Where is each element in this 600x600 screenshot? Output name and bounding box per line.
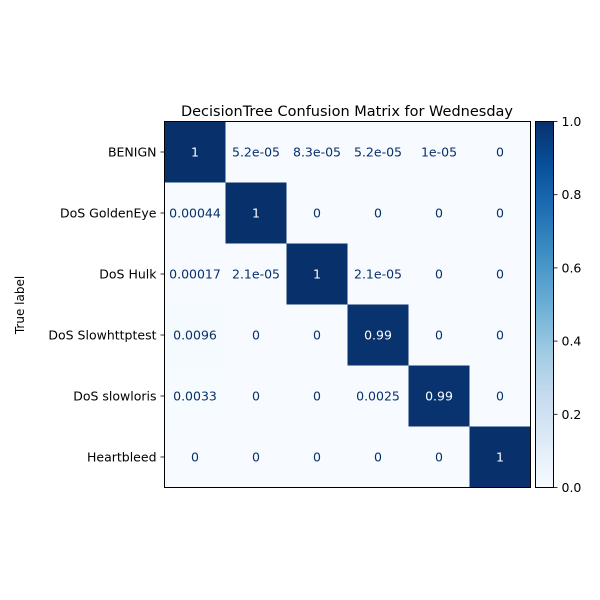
cell-value-label: 5.2e-05 [354,145,402,160]
matrix-cell [469,365,531,427]
cell-value-label: 0 [496,328,504,343]
cell-value-label: 0.00044 [169,206,221,221]
cell-value-label: 0 [252,328,260,343]
cell-value-label: 0 [313,206,321,221]
matrix-cell [469,304,531,366]
cell-value-label: 0.0096 [173,328,217,343]
cell-value-label: 1e-05 [421,145,457,160]
matrix-cell [469,121,531,183]
cell-value-label: 1 [191,145,199,160]
matrix-cell [286,304,348,366]
matrix-cell [408,426,470,488]
cell-value-label: 0 [374,206,382,221]
cell-value-label: 0 [496,145,504,160]
row-tick-label: DoS Hulk [99,267,157,282]
colorbar-tick-label: 0.2 [562,407,582,422]
colorbar-tick-label: 1.0 [562,114,582,129]
matrix-cell [347,182,409,244]
cell-value-label: 5.2e-05 [232,145,280,160]
row-tick-label: DoS GoldenEye [60,206,157,221]
matrix-cell-labels: 1 5.2e-05 8.3e-05 5.2e-05 1e-05 0 0.00044 1 0 0 0 0… [169,145,504,465]
cell-value-label: 2.1e-05 [232,267,280,282]
cell-value-label: 0 [252,389,260,404]
cell-value-label: 0.0033 [173,389,217,404]
cell-value-label: 1 [252,206,260,221]
cell-value-label: 0 [252,450,260,465]
cell-value-label: 2.1e-05 [354,267,402,282]
row-tick-labels: BENIGN DoS GoldenEye DoS Hulk DoS Slowhttpt… [48,145,165,465]
cell-value-label: 0.99 [425,389,453,404]
cell-value-label: 0 [435,328,443,343]
cell-value-label: 0 [435,450,443,465]
matrix-cell [286,365,348,427]
matrix-cell [469,243,531,305]
matrix-cell [225,365,287,427]
matrix-cell [408,304,470,366]
cell-value-label: 0 [313,389,321,404]
matrix-cell [347,304,409,366]
matrix-cells [164,121,531,488]
matrix-cell [164,121,226,183]
matrix-cell [164,365,226,427]
matrix-cell [225,426,287,488]
matrix-cell [164,304,226,366]
cell-value-label: 0.99 [364,328,392,343]
matrix-cell [286,121,348,183]
matrix-cell [164,426,226,488]
colorbar [535,121,554,488]
matrix-cell [164,243,226,305]
plot-frame [164,121,531,488]
cell-value-label: 0 [313,328,321,343]
cell-value-label: 0 [496,206,504,221]
matrix-cell [347,121,409,183]
row-tick-label: BENIGN [108,145,157,160]
cell-value-label: 0 [374,450,382,465]
cell-value-label: 0.0025 [356,389,400,404]
cell-value-label: 0 [496,267,504,282]
row-tick-label: Heartbleed [87,450,157,465]
cell-value-label: 0 [435,206,443,221]
matrix-cell [225,243,287,305]
cell-value-label: 0 [435,267,443,282]
chart-title: DecisionTree Confusion Matrix for Wednes… [181,104,513,120]
matrix-cell [347,365,409,427]
row-tick-label: DoS Slowhttptest [48,328,156,343]
matrix-cell [408,182,470,244]
matrix-cell [347,426,409,488]
matrix-cell [225,121,287,183]
matrix-cell [286,182,348,244]
colorbar-tick-label: 0.0 [562,480,582,495]
colorbar-tick-label: 0.4 [562,334,582,349]
matrix-cell [469,426,531,488]
cell-value-label: 1 [313,267,321,282]
cell-value-label: 0 [313,450,321,465]
matrix-cell [225,304,287,366]
cell-value-label: 1 [496,450,504,465]
matrix-cell [286,426,348,488]
y-axis-label: True label [13,276,27,335]
cell-value-label: 0.00017 [169,267,221,282]
colorbar-tick-label: 0.6 [562,260,582,275]
matrix-cell [408,121,470,183]
matrix-cell [408,243,470,305]
cell-value-label: 0 [191,450,199,465]
colorbar-tick-label: 0.8 [562,187,582,202]
colorbar-ticks: 0.0 0.2 0.4 0.6 0.8 1.0 [553,114,582,495]
matrix-cell [347,243,409,305]
row-tick-label: DoS slowloris [73,389,156,404]
matrix-cell [164,182,226,244]
cell-value-label: 8.3e-05 [293,145,341,160]
matrix-cell [469,182,531,244]
matrix-cell [225,182,287,244]
matrix-cell [408,365,470,427]
cell-value-label: 0 [496,389,504,404]
matrix-cell [286,243,348,305]
